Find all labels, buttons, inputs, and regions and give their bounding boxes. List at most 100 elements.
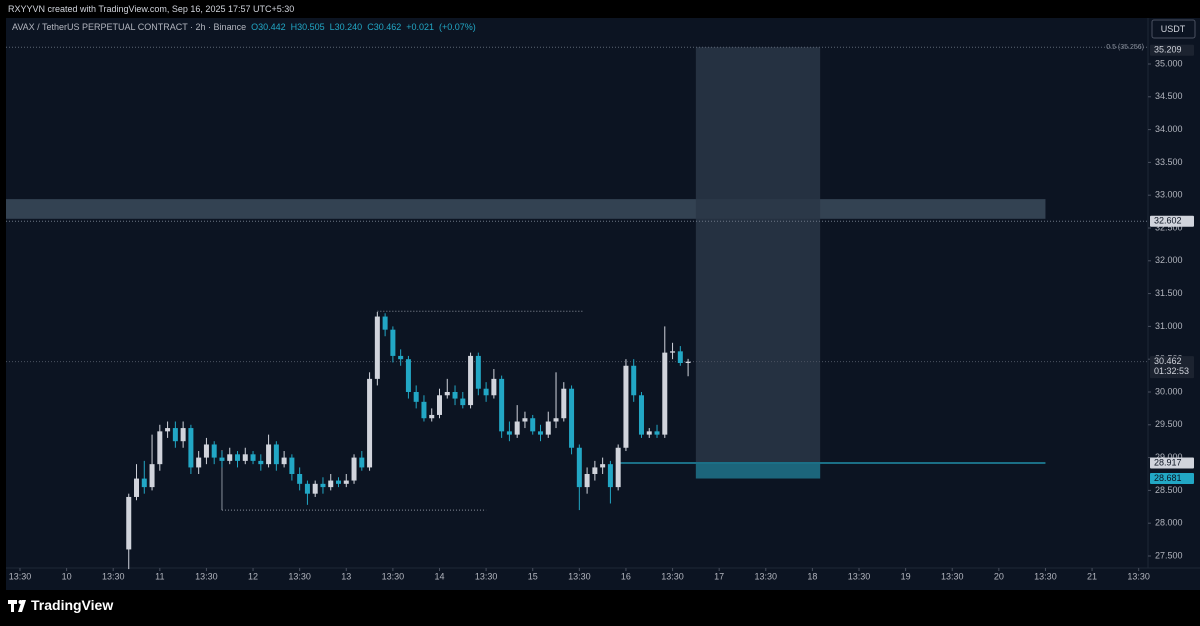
currency-box[interactable]: [1151, 19, 1196, 39]
candle-body: [149, 464, 155, 488]
candle-body: [460, 398, 466, 406]
candle-body: [203, 444, 209, 458]
y-tick-label: 28.500: [1155, 485, 1183, 495]
candle-body: [328, 480, 334, 488]
header-value: (+0.07%): [439, 22, 476, 32]
header-value: L30.240: [329, 22, 363, 32]
header-value: +0.021: [406, 22, 435, 32]
header-value: O30.442: [251, 22, 286, 32]
price-tag: [1150, 215, 1194, 227]
candle-body: [584, 473, 590, 488]
candle-body: [646, 431, 652, 435]
y-tick-label: 30.000: [1155, 386, 1183, 396]
zone: [6, 199, 1046, 219]
candle-body: [343, 480, 349, 484]
candle-body: [219, 457, 225, 461]
logo-dot: [18, 600, 23, 604]
y-tick-label: 34.000: [1155, 124, 1183, 134]
x-tick-label: 13:30: [1127, 571, 1150, 581]
currency: USDT: [1161, 24, 1186, 34]
x-tick-label: 13:30: [941, 571, 964, 581]
candle-body: [429, 414, 435, 419]
header-value: C30.462: [367, 22, 402, 32]
price-tag: [1150, 473, 1194, 485]
x-tick-label: 13:30: [382, 571, 405, 581]
x-tick-label: 13:30: [9, 571, 32, 581]
candle-body: [537, 431, 543, 435]
y-tick-label: 33.500: [1155, 157, 1183, 167]
header-value: H30.505: [290, 22, 325, 32]
price-tag: [1150, 457, 1194, 469]
candle-body: [242, 454, 248, 461]
y-tick-label: 32.000: [1155, 255, 1183, 265]
x-tick-label: 11: [155, 571, 164, 581]
candle-body: [126, 496, 132, 550]
brand: TradingView: [31, 597, 113, 613]
x-tick-label: 13:30: [195, 571, 218, 581]
candle-body: [506, 431, 512, 435]
y-tick-label: 28.000: [1155, 518, 1183, 528]
x-tick-label: 13:30: [661, 571, 684, 581]
price-tag-label: 28.917: [1154, 457, 1182, 467]
candle-body: [390, 329, 396, 356]
candle-body: [351, 457, 357, 481]
candle-body: [421, 401, 427, 419]
credit: RXYYVN created with TradingView.com, Sep…: [8, 4, 295, 14]
price-tag: [1150, 44, 1194, 56]
y-tick-label: 29.000: [1155, 452, 1183, 462]
candle-body: [452, 391, 458, 399]
y-tick-label: 31.500: [1155, 288, 1183, 298]
candle-body: [444, 391, 450, 396]
y-tick-label: 32.500: [1155, 222, 1183, 232]
candle-body: [382, 316, 388, 330]
candle-body: [475, 355, 481, 389]
y-tick-label: 29.500: [1155, 419, 1183, 429]
candle-body: [522, 418, 528, 422]
candle-body: [180, 428, 186, 442]
candle-body: [134, 478, 140, 497]
candle-body: [289, 457, 295, 474]
candle-body: [398, 355, 404, 360]
x-tick-label: 13: [341, 571, 351, 581]
x-tick-label: 16: [621, 571, 631, 581]
price-tag-label: 28.681: [1154, 473, 1182, 483]
x-tick-label: 13:30: [848, 571, 871, 581]
x-tick-label: 13:30: [1034, 571, 1057, 581]
y-tick-label: 33.000: [1155, 190, 1183, 200]
candle-body: [227, 454, 233, 461]
candle-body: [266, 444, 272, 465]
candle-body: [235, 454, 241, 461]
candle-body: [250, 454, 256, 461]
candle-body: [607, 464, 613, 488]
x-tick-label: 18: [807, 571, 817, 581]
x-tick-label: 13:30: [568, 571, 591, 581]
price-tag: [1150, 356, 1194, 379]
candle-body: [615, 447, 621, 488]
plot-area: 0.5 (35.256): [6, 44, 1148, 570]
candle-body: [483, 388, 489, 396]
x-tick-label: 15: [528, 571, 538, 581]
candle-body: [677, 351, 683, 363]
candle-body: [172, 428, 178, 442]
x-tick-label: 20: [994, 571, 1004, 581]
candle-body: [491, 378, 497, 396]
candle-body: [141, 478, 147, 488]
candle-body: [600, 464, 606, 468]
candle-body: [592, 467, 598, 474]
candle-body: [553, 418, 559, 422]
symbol-header: AVAX / TetherUS PERPETUAL CONTRACT · 2h …: [12, 22, 476, 32]
x-tick-label: 14: [434, 571, 444, 581]
x-tick-label: 17: [714, 571, 724, 581]
fib-label: 0.5 (35.256): [1106, 44, 1144, 51]
candle-body: [320, 483, 326, 488]
candle-body: [273, 444, 279, 465]
x-tick-label: 13:30: [755, 571, 778, 581]
candle-body: [662, 352, 668, 435]
candle-body: [638, 395, 644, 435]
candle-body: [304, 483, 310, 494]
candle-body: [359, 457, 365, 468]
candle-body: [468, 355, 474, 406]
y-tick-label: 35.000: [1155, 58, 1183, 68]
